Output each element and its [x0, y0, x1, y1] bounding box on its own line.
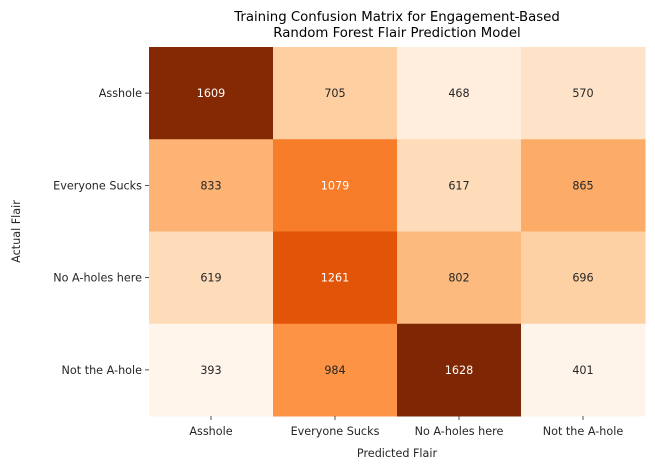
heatmap-cell-labels: 1609 705 468 570 833 1079 617 865 619 1261 802 696 3…: [197, 87, 594, 377]
heatmap-cell: [397, 231, 522, 325]
heatmap-cell: [521, 139, 646, 232]
y-axis-ticks: Asshole Everyone Sucks No A-holes here Not …: [53, 87, 149, 377]
heatmap-cell: [397, 47, 522, 140]
chart-title: Training Confusion Matrix for Engagement…: [233, 10, 560, 41]
heatmap-cell: [149, 47, 274, 140]
chart-title-line-1: Training Confusion Matrix for Engagement…: [233, 10, 560, 25]
heatmap-cell: [149, 231, 274, 325]
heatmap-cell: [521, 47, 646, 140]
heatmap-cells: [149, 47, 646, 417]
x-tick-label: No A-holes here: [415, 425, 504, 438]
heatmap-cell: [397, 323, 522, 417]
y-tick-label: Asshole: [99, 87, 142, 100]
x-axis-label: Predicted Flair: [357, 447, 438, 460]
x-tick-label: Everyone Sucks: [291, 425, 380, 438]
cell-value-label: 570: [572, 87, 593, 100]
cell-value-label: 696: [572, 272, 593, 285]
heatmap-cell: [273, 323, 398, 417]
y-tick-label: Not the A-hole: [62, 364, 143, 377]
x-tick-label: Asshole: [189, 425, 232, 438]
cell-value-label: 802: [448, 272, 469, 285]
heatmap-cell: [521, 231, 646, 325]
cell-value-label: 617: [448, 179, 469, 192]
x-tick-label: Not the A-hole: [543, 425, 624, 438]
x-axis-ticks: Asshole Everyone Sucks No A-holes here Not …: [189, 416, 623, 438]
cell-value-label: 1079: [321, 179, 349, 192]
cell-value-label: 1628: [445, 364, 473, 377]
y-tick-label: No A-holes here: [53, 272, 142, 285]
cell-value-label: 1261: [321, 272, 349, 285]
cell-value-label: 393: [200, 364, 221, 377]
cell-value-label: 401: [572, 364, 593, 377]
cell-value-label: 1609: [197, 87, 225, 100]
chart-title-line-2: Random Forest Flair Prediction Model: [273, 26, 520, 41]
heatmap-cell: [273, 139, 398, 232]
heatmap-cell: [397, 139, 522, 232]
cell-value-label: 468: [448, 87, 469, 100]
y-axis-label: Actual Flair: [10, 200, 23, 263]
heatmap-cell: [149, 139, 274, 232]
heatmap-cell: [273, 47, 398, 140]
cell-value-label: 619: [200, 272, 221, 285]
cell-value-label: 833: [200, 179, 221, 192]
cell-value-label: 705: [324, 87, 345, 100]
heatmap-cell: [149, 323, 274, 417]
heatmap-cell: [521, 323, 646, 417]
cell-value-label: 865: [572, 179, 593, 192]
y-tick-label: Everyone Sucks: [53, 179, 142, 192]
heatmap-cell: [273, 231, 398, 325]
cell-value-label: 984: [324, 364, 345, 377]
